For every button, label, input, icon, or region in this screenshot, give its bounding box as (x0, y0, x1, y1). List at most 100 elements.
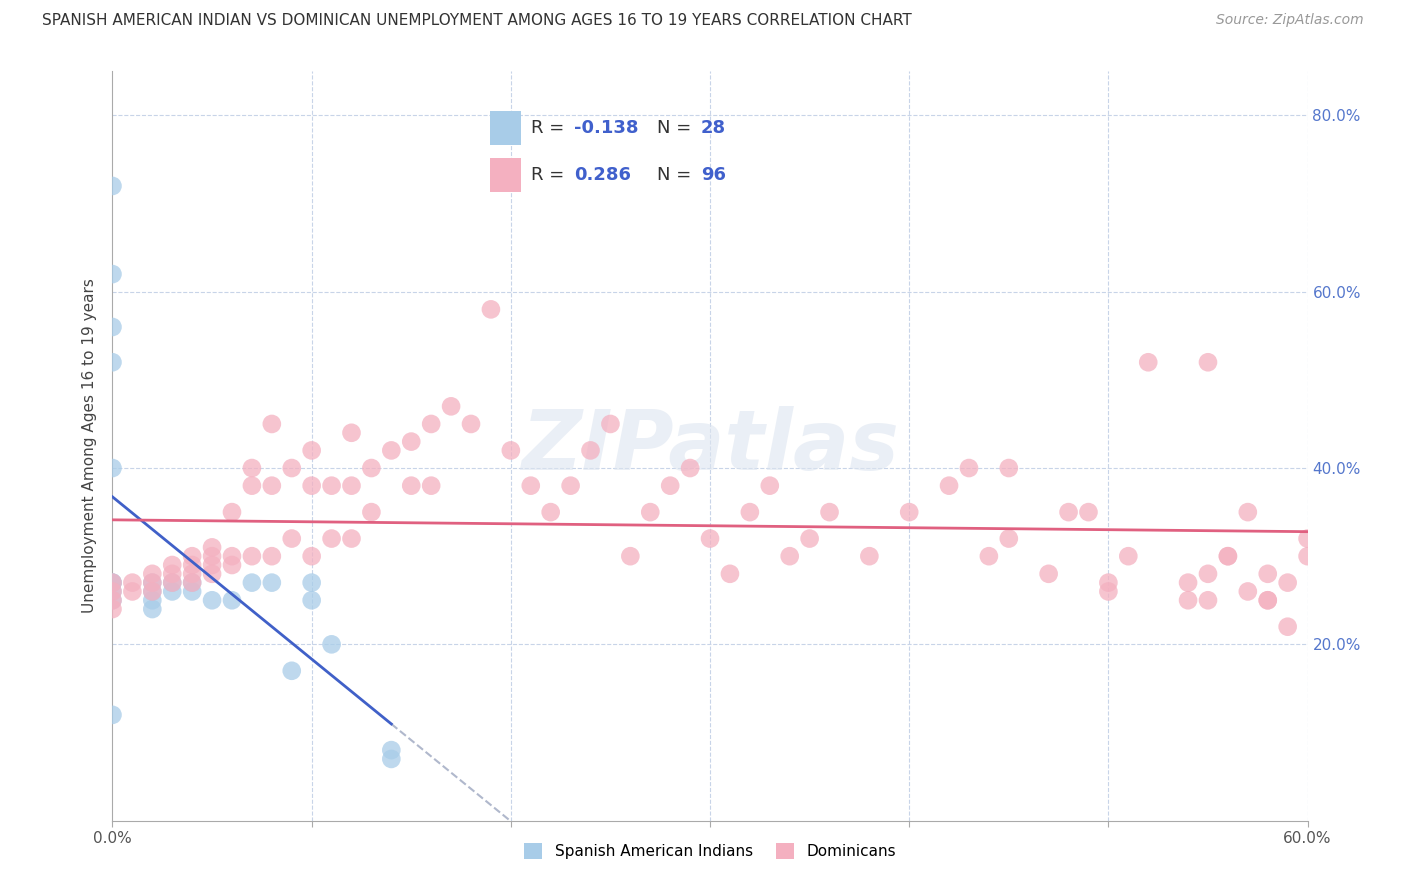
Point (1097, 584, 1119, 599)
Point (1277, 575, 1299, 590)
Point (440, 400, 463, 414)
Legend: Spanish American Indians, Dominicans: Spanish American Indians, Dominicans (517, 838, 903, 865)
Point (560, 478, 582, 492)
Point (301, 593, 323, 607)
Point (101, 575, 124, 590)
Point (718, 566, 741, 581)
Point (101, 575, 124, 590)
Point (1177, 575, 1199, 590)
Point (141, 602, 163, 616)
Point (340, 478, 363, 492)
Point (181, 566, 204, 581)
Point (460, 417, 482, 431)
Point (738, 505, 761, 519)
Point (1197, 355, 1219, 369)
Point (141, 584, 163, 599)
Point (221, 549, 243, 564)
Point (640, 505, 662, 519)
Point (1137, 355, 1160, 369)
Point (301, 549, 323, 564)
Point (1118, 549, 1140, 564)
Point (281, 664, 304, 678)
Point (181, 575, 204, 590)
Point (101, 593, 124, 607)
Text: -0.138: -0.138 (574, 120, 638, 137)
Point (181, 558, 204, 572)
Point (162, 566, 183, 581)
Point (321, 532, 343, 546)
Point (799, 532, 821, 546)
Point (599, 417, 621, 431)
Point (260, 478, 283, 492)
Point (1257, 593, 1279, 607)
Point (101, 707, 124, 722)
Point (520, 478, 543, 492)
Point (141, 584, 163, 599)
Point (240, 478, 263, 492)
Point (141, 575, 163, 590)
Point (401, 434, 423, 449)
Point (1237, 584, 1260, 599)
Point (321, 478, 343, 492)
Point (260, 417, 283, 431)
Point (1216, 549, 1239, 564)
Point (619, 549, 641, 564)
Point (579, 443, 602, 458)
Point (340, 532, 363, 546)
Point (360, 461, 382, 475)
Point (162, 575, 183, 590)
Point (759, 478, 782, 492)
Point (1216, 549, 1239, 564)
Point (479, 302, 502, 317)
Point (998, 532, 1021, 546)
Point (301, 443, 323, 458)
Point (938, 478, 960, 492)
Point (240, 575, 263, 590)
Point (141, 575, 163, 590)
Text: R =: R = (530, 166, 569, 184)
Text: ZIPatlas: ZIPatlas (522, 406, 898, 486)
Text: N =: N = (658, 166, 697, 184)
Point (1296, 549, 1319, 564)
Point (141, 566, 163, 581)
Point (380, 443, 402, 458)
Point (360, 505, 382, 519)
Text: N =: N = (658, 120, 697, 137)
Point (181, 584, 204, 599)
Point (1057, 505, 1080, 519)
Text: 28: 28 (700, 120, 725, 137)
Point (1038, 566, 1060, 581)
Point (321, 637, 343, 651)
Point (1257, 566, 1279, 581)
Point (181, 549, 204, 564)
Point (101, 593, 124, 607)
Point (101, 602, 124, 616)
Point (201, 593, 224, 607)
Point (898, 505, 921, 519)
Point (301, 478, 323, 492)
Point (1177, 593, 1199, 607)
Point (779, 549, 801, 564)
Point (699, 532, 721, 546)
Point (221, 558, 243, 572)
Point (240, 549, 263, 564)
Point (101, 461, 124, 475)
Point (260, 549, 283, 564)
Point (1097, 575, 1119, 590)
Point (281, 532, 304, 546)
Point (101, 267, 124, 281)
Point (101, 320, 124, 334)
Point (301, 575, 323, 590)
Y-axis label: Unemployment Among Ages 16 to 19 years: Unemployment Among Ages 16 to 19 years (82, 278, 97, 614)
Point (101, 584, 124, 599)
Point (1257, 593, 1279, 607)
Point (998, 461, 1021, 475)
Point (1277, 620, 1299, 634)
Text: SPANISH AMERICAN INDIAN VS DOMINICAN UNEMPLOYMENT AMONG AGES 16 TO 19 YEARS CORR: SPANISH AMERICAN INDIAN VS DOMINICAN UNE… (42, 13, 912, 29)
Point (401, 478, 423, 492)
Text: 96: 96 (700, 166, 725, 184)
Point (201, 549, 224, 564)
Point (101, 355, 124, 369)
Point (380, 752, 402, 766)
Point (101, 584, 124, 599)
